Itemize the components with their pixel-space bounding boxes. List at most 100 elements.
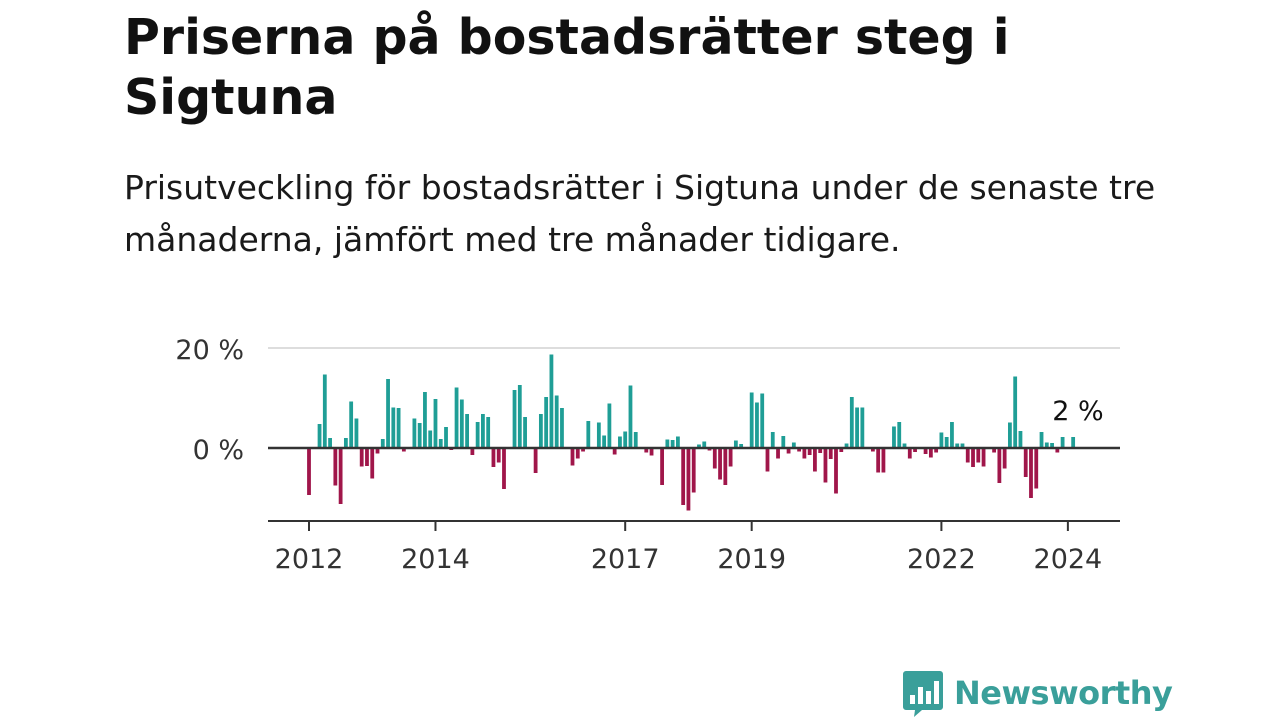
- newsworthy-brand: Newsworthy: [902, 668, 1173, 718]
- bar: [728, 448, 733, 467]
- bar: [412, 418, 417, 448]
- bar: [481, 414, 485, 448]
- x-ticks-group: 2012 2014 2017 2019 2022 2024: [275, 521, 1103, 575]
- bar: [475, 422, 480, 448]
- x-tick-label: 2014: [401, 544, 470, 575]
- bar: [396, 408, 401, 448]
- bar: [818, 448, 823, 453]
- bar: [712, 448, 717, 469]
- bar: [797, 448, 802, 452]
- bar: [380, 439, 385, 448]
- bar: [623, 431, 628, 448]
- x-tick-label: 2019: [717, 544, 786, 575]
- bar: [749, 392, 754, 448]
- bar: [1039, 432, 1044, 448]
- bar: [791, 442, 796, 448]
- bar: [765, 448, 770, 472]
- bar: [992, 448, 996, 453]
- bar: [923, 448, 928, 454]
- bar: [438, 439, 443, 448]
- bar: [549, 354, 554, 448]
- bar: [486, 417, 491, 448]
- bar: [349, 401, 354, 448]
- chart-subtitle: Prisutveckling för bostadsrätter i Sigtu…: [124, 168, 1156, 259]
- x-tick-label: 2022: [907, 544, 976, 575]
- bar: [665, 439, 670, 448]
- bar: [697, 444, 701, 448]
- bar: [596, 422, 601, 448]
- bar: [897, 422, 902, 448]
- bar: [1013, 376, 1018, 448]
- bar: [607, 403, 612, 448]
- x-tick-label: 2024: [1034, 544, 1103, 575]
- bar: [307, 448, 311, 495]
- bar: [444, 427, 448, 448]
- bar: [433, 399, 438, 448]
- bar: [1071, 437, 1076, 448]
- bar: [802, 448, 807, 459]
- bar: [612, 448, 617, 455]
- bar: [965, 448, 970, 463]
- bar: [586, 421, 591, 448]
- bar: [1060, 437, 1065, 448]
- bar: [997, 448, 1002, 483]
- bar: [502, 448, 506, 489]
- bar: [681, 448, 686, 505]
- x-tick-label: 2017: [591, 544, 660, 575]
- bar: [1023, 448, 1028, 477]
- bar: [1034, 448, 1039, 489]
- bar: [976, 448, 981, 463]
- bar: [1044, 442, 1049, 448]
- bar: [454, 387, 459, 448]
- bar-chart: 20 % 0 % 2012 2014 2017 2019 2022 2024 2 %: [175, 335, 1120, 575]
- bar: [718, 448, 722, 480]
- bar: [423, 392, 427, 448]
- bar: [1002, 448, 1007, 469]
- bar: [902, 443, 907, 448]
- bar: [739, 444, 744, 448]
- bar: [470, 448, 475, 455]
- bar: [928, 448, 933, 458]
- bar: [391, 407, 396, 448]
- bar: [686, 448, 691, 511]
- bar: [465, 414, 469, 448]
- bars-group: [307, 354, 1076, 511]
- bar: [633, 432, 638, 448]
- bar: [554, 395, 559, 448]
- y-tick-label-0: 0 %: [193, 435, 244, 466]
- bar: [570, 448, 575, 466]
- bar: [544, 397, 549, 448]
- bar: [939, 432, 944, 448]
- bar: [981, 448, 986, 467]
- brand-name: Newsworthy: [954, 674, 1173, 712]
- bar: [401, 448, 406, 452]
- bar: [1018, 431, 1023, 448]
- bar: [359, 448, 364, 467]
- bar: [670, 440, 675, 448]
- bar: [849, 397, 854, 448]
- bar: [881, 448, 886, 473]
- bar: [328, 438, 332, 448]
- bar: [892, 426, 896, 448]
- bar: [660, 448, 664, 485]
- bar: [370, 448, 375, 479]
- bar: [365, 448, 369, 466]
- bar: [813, 448, 817, 472]
- bar: [691, 448, 696, 493]
- bar: [343, 438, 348, 448]
- bar: [760, 393, 765, 448]
- bar: [934, 448, 939, 453]
- bar: [459, 399, 464, 448]
- bar: [491, 448, 496, 467]
- bar: [723, 448, 728, 485]
- bar: [971, 448, 975, 467]
- bar: [786, 448, 791, 454]
- bar: [322, 374, 327, 448]
- bar: [839, 448, 844, 452]
- bar: [628, 385, 633, 448]
- bar: [834, 448, 838, 494]
- bar: [581, 448, 585, 452]
- bar: [560, 408, 564, 448]
- bar: [428, 430, 433, 448]
- bar: [823, 448, 828, 483]
